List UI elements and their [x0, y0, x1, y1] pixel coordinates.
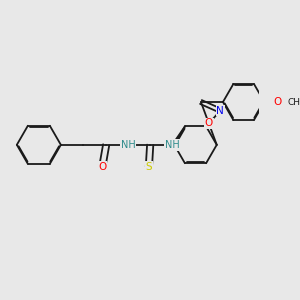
Text: NH: NH	[121, 140, 136, 150]
Text: NH: NH	[165, 140, 180, 150]
Text: N: N	[217, 106, 224, 116]
Text: O: O	[205, 118, 213, 128]
Text: O: O	[273, 97, 281, 107]
Text: CH₃: CH₃	[287, 98, 300, 106]
Text: O: O	[98, 162, 106, 172]
Text: S: S	[146, 162, 152, 172]
